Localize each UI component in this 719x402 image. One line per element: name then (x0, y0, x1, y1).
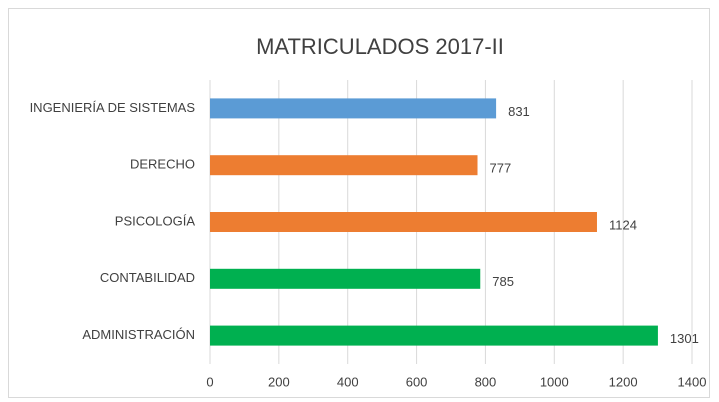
data-label: 1301 (670, 331, 699, 346)
x-tick-label: 1000 (540, 374, 569, 389)
data-label: 785 (492, 274, 514, 289)
y-tick-label: DERECHO (130, 157, 195, 172)
data-label: 777 (490, 161, 512, 176)
data-label: 1124 (609, 217, 637, 232)
bar (210, 325, 658, 346)
bar (210, 98, 497, 119)
y-tick-label: ADMINISTRACIÓN (82, 327, 195, 342)
data-label: 831 (508, 104, 530, 119)
y-tick-label: PSICOLOGÍA (115, 213, 196, 228)
bar (210, 155, 478, 176)
x-tick-label: 0 (206, 374, 213, 389)
x-tick-label: 200 (268, 374, 290, 389)
x-tick-label: 800 (475, 374, 497, 389)
x-tick-label: 1400 (678, 374, 707, 389)
y-tick-label: CONTABILIDAD (100, 270, 195, 285)
y-tick-label: INGENIERÍA DE SISTEMAS (30, 100, 196, 115)
bar (210, 268, 481, 289)
bar (210, 212, 597, 232)
x-tick-label: 600 (406, 374, 428, 389)
x-tick-label: 400 (337, 374, 359, 389)
chart-title: MATRICULADOS 2017-II (256, 34, 504, 59)
x-tick-label: 1200 (609, 374, 638, 389)
